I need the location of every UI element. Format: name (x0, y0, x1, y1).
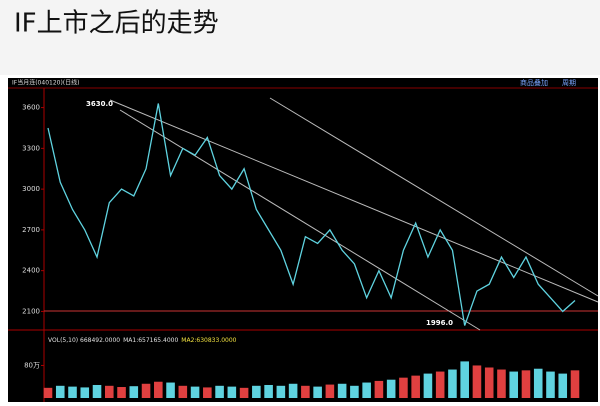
trend-line (119, 109, 481, 331)
volume-bar (190, 386, 200, 398)
volume-bar (374, 380, 384, 398)
volume-bar (521, 370, 531, 398)
volume-bar (423, 373, 433, 398)
volume-bar (460, 361, 469, 398)
y-tick-label: 3300 (22, 144, 40, 152)
volume-bar (546, 371, 555, 398)
volume-bar (509, 371, 519, 398)
volume-bar (129, 386, 139, 398)
y-tick-label: 2400 (22, 267, 40, 275)
volume-bar (92, 384, 102, 398)
trend-line (109, 99, 599, 303)
volume-bar (276, 385, 286, 398)
y-tick-label: 80万 (24, 361, 40, 369)
volume-bar (55, 385, 65, 398)
volume-bar (68, 386, 77, 398)
volume-bar (350, 385, 359, 398)
indicator-value: MA1:657165.4000 (123, 337, 178, 344)
volume-bar (141, 383, 151, 398)
volume-bar (313, 386, 322, 398)
volume-bar (325, 384, 335, 398)
trend-line (269, 97, 599, 297)
indicator-value: VOL(5,10) 668492.0000 (48, 337, 120, 344)
volume-bar (239, 387, 249, 398)
volume-bar (411, 375, 420, 398)
volume-bar (558, 373, 568, 398)
volume-bar (215, 385, 224, 398)
toolbar-caption: IF当月连(040120)(日线) (12, 79, 80, 87)
indicator-value: MA2:630833.0000 (181, 337, 236, 344)
slide-title: IF上市之后的走势 (14, 9, 219, 39)
volume-bar (252, 385, 261, 398)
volume-bar (166, 382, 175, 398)
volume-bar (104, 385, 114, 398)
volume-bar (386, 379, 396, 398)
y-tick-label: 2100 (22, 307, 40, 315)
y-tick-label: 2700 (22, 226, 40, 234)
volume-bar (362, 382, 371, 398)
volume-bar (43, 387, 53, 398)
volume-bar (497, 369, 506, 398)
volume-bar (203, 387, 212, 398)
y-tick-label: 3000 (22, 185, 40, 193)
toolbar-button[interactable]: 商品叠加 (520, 78, 548, 87)
volume-bar (435, 371, 445, 398)
annotation: 3630.0 (86, 100, 113, 108)
price-line (47, 103, 576, 326)
volume-bar (570, 370, 580, 398)
volume-bar (337, 383, 347, 398)
y-tick-label: 3600 (22, 104, 40, 112)
volume-bar (178, 385, 188, 398)
title-band (0, 0, 600, 75)
volume-bar (117, 387, 126, 398)
volume-bar (264, 384, 273, 398)
volume-bar (533, 368, 543, 398)
volume-bar (288, 383, 298, 398)
indicator-text: VOL(5,10) 668492.0000 MA1:657165.4000 MA2:… (48, 337, 237, 344)
volume-bar (227, 386, 237, 398)
volume-bar (399, 377, 408, 398)
annotation: 1996.0 (426, 319, 453, 327)
volume-bar (448, 369, 457, 398)
volume-bar (484, 367, 494, 398)
volume-bar (301, 385, 310, 398)
chart-panel (8, 78, 598, 402)
volume-bar (472, 365, 482, 398)
volume-bar (154, 381, 163, 398)
volume-bar (80, 387, 90, 398)
toolbar-button[interactable]: 周期 (562, 79, 576, 87)
